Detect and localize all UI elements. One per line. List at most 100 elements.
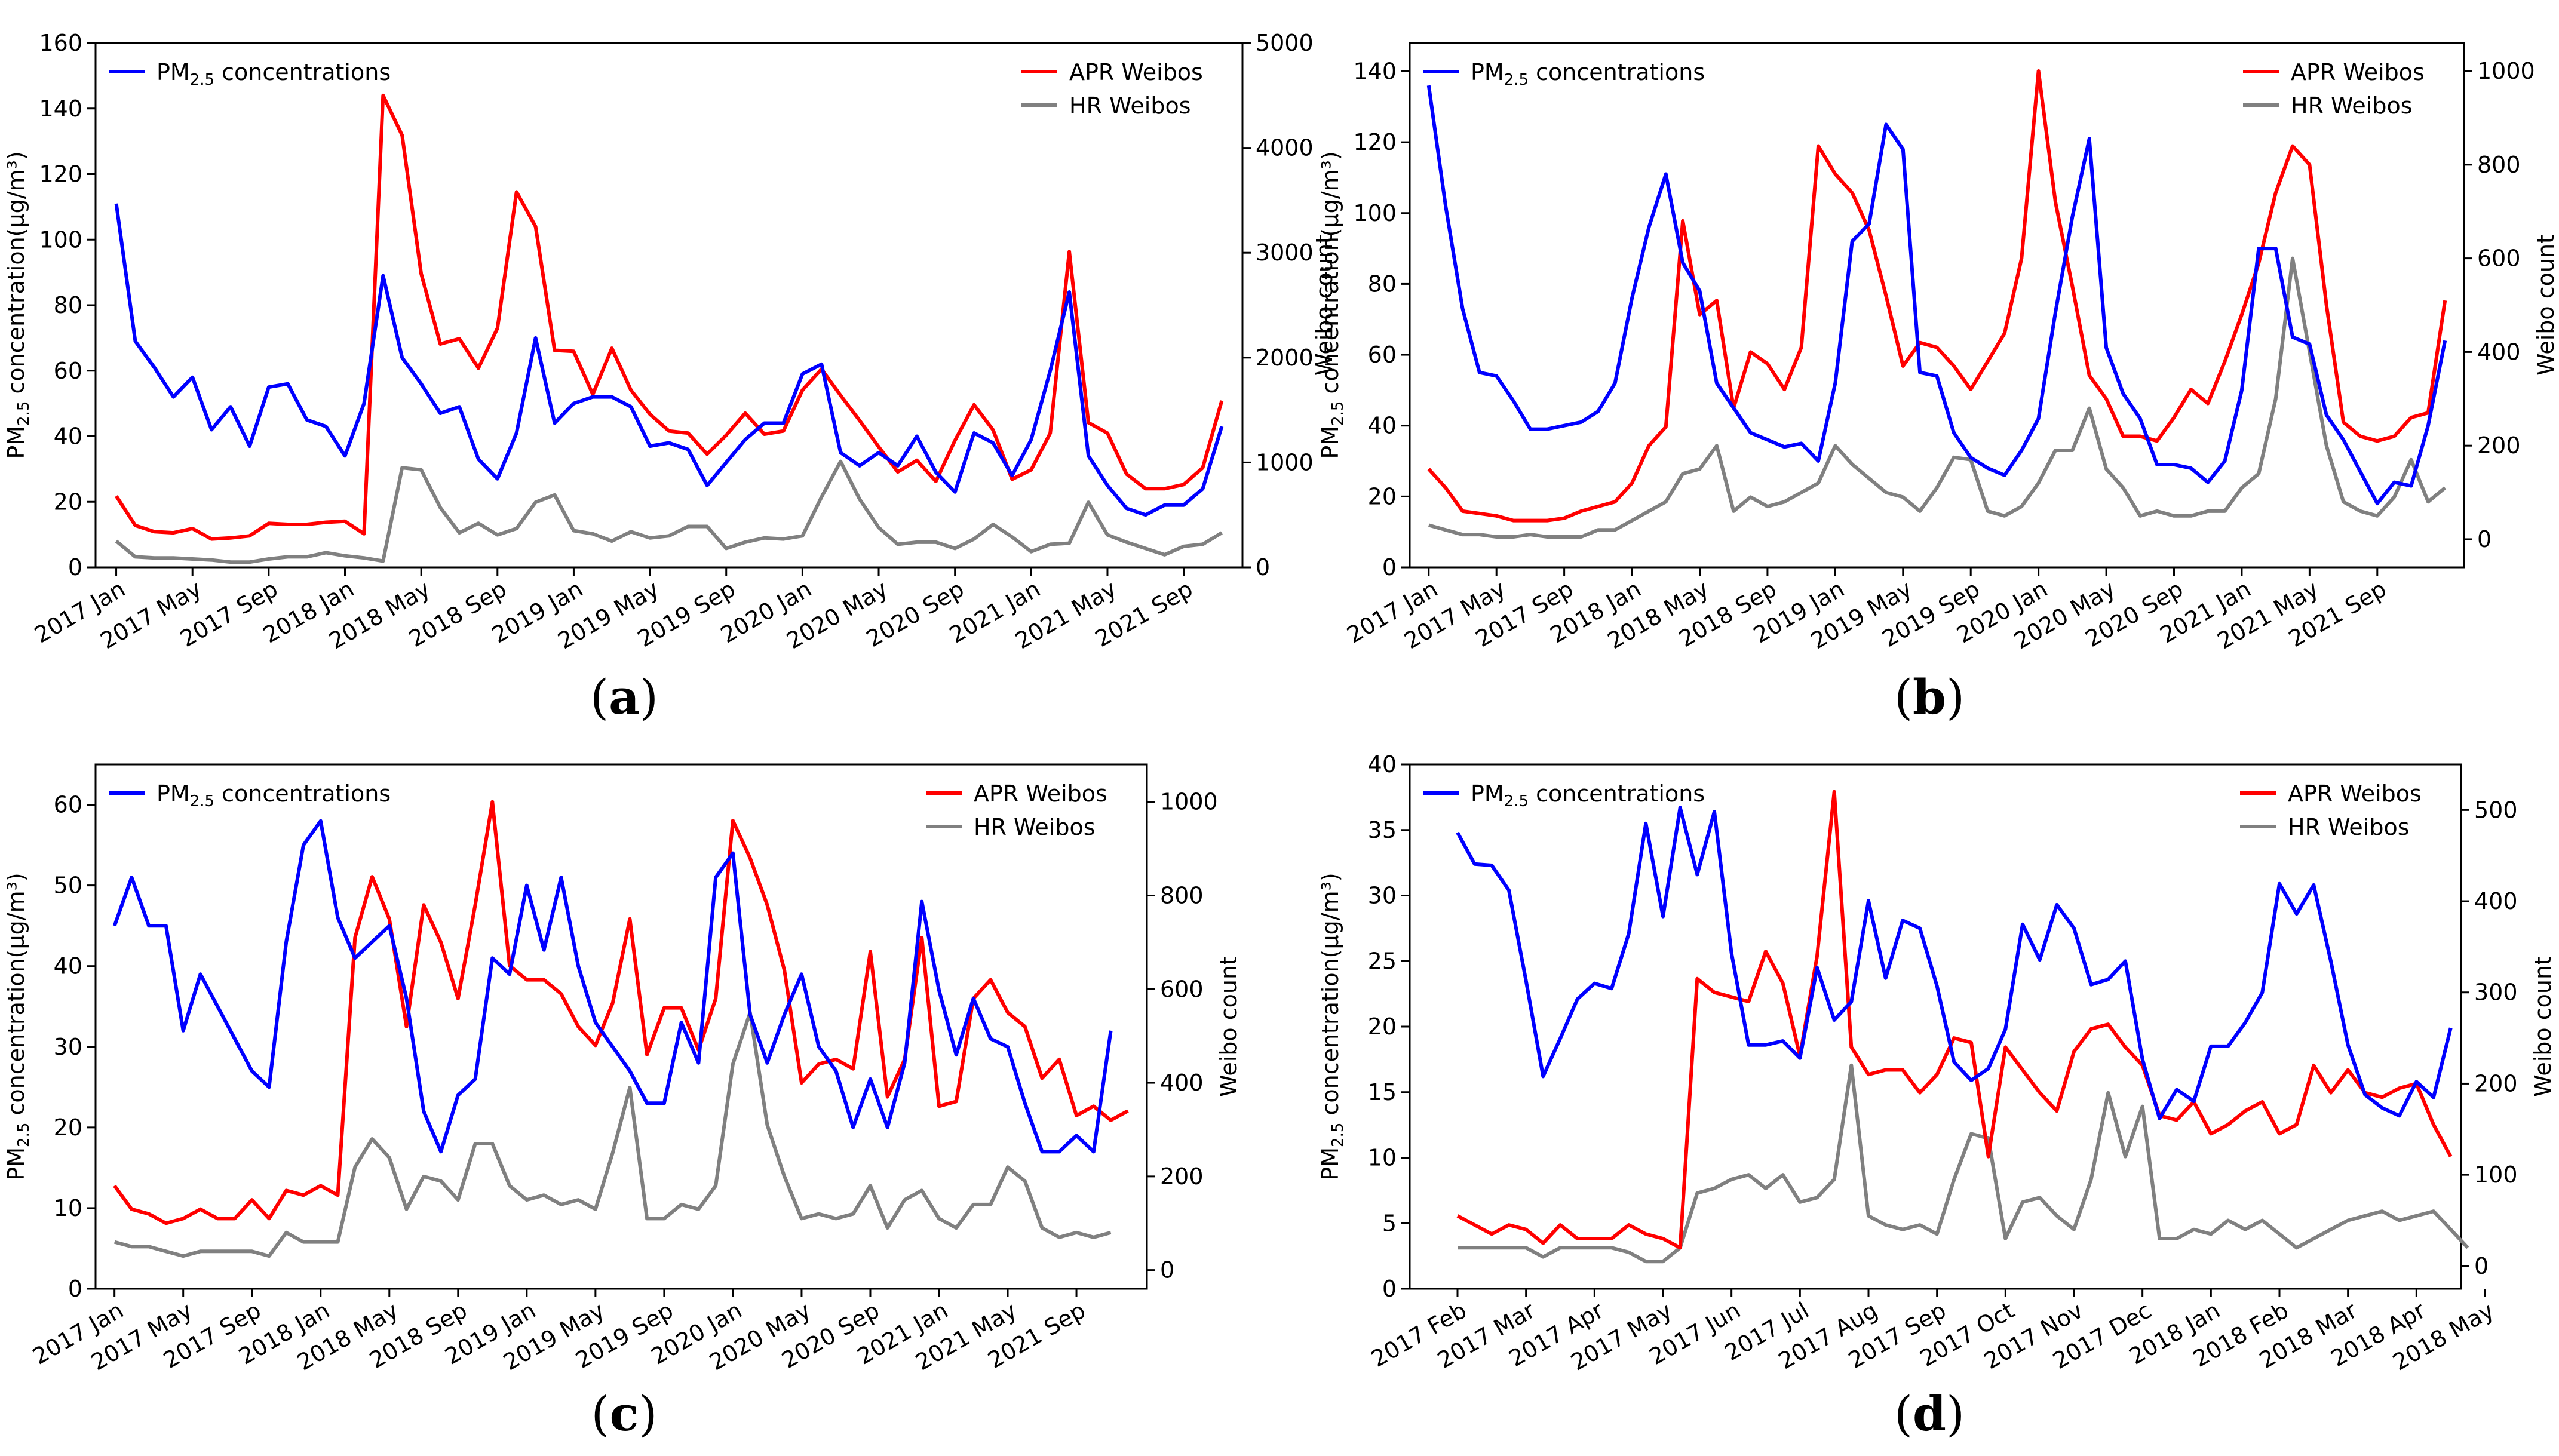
y-left-tick-label: 30 <box>54 1034 82 1060</box>
y-left-tick-label: 120 <box>39 161 82 188</box>
legend-label-pm25: PM2.5 concentrations <box>1471 781 1705 810</box>
legend-label-apr: APR Weibos <box>1069 59 1203 85</box>
y-left-tick-label: 50 <box>54 873 82 899</box>
legend-label-hr: HR Weibos <box>1069 93 1191 119</box>
y-left-tick-label: 40 <box>54 953 82 979</box>
y-left-tick-label: 0 <box>68 1276 82 1302</box>
series-line-pm25 <box>114 203 1224 517</box>
series-line-hr <box>1458 1063 2469 1264</box>
y-right-tick-label: 500 <box>2474 797 2518 823</box>
y-right-tick-label: 1000 <box>2477 58 2535 84</box>
chart-a: 0 20 40 60 80 100 120 140 160 0 1000 2000 3000 4000 50… <box>3 30 1337 654</box>
plot-frame <box>94 763 1148 1290</box>
caption-a: (a) <box>590 669 659 725</box>
y-right-tick-label: 300 <box>2474 979 2518 1006</box>
y-right-tick-label: 0 <box>1256 554 1270 580</box>
y-left-tick-label: 25 <box>1368 948 1397 974</box>
series-line-pm25 <box>112 819 1113 1154</box>
caption-b: (b) <box>1894 669 1965 725</box>
y-right-tick-label: 200 <box>2474 1070 2518 1096</box>
y-right-tick-label: 0 <box>1160 1257 1174 1283</box>
y-right-tick-label: 1000 <box>1160 789 1218 815</box>
y-right-tick-label: 0 <box>2477 526 2492 552</box>
legend-label-apr: APR Weibos <box>974 781 1107 807</box>
plot-frame <box>1409 42 2465 569</box>
y-left-tick-label: 0 <box>1382 554 1397 580</box>
y-left-tick-label: 120 <box>1353 129 1397 155</box>
y-left-tick-label: 160 <box>39 30 82 56</box>
series-line-apr <box>113 800 1129 1225</box>
legend-label-pm25: PM2.5 concentrations <box>1471 59 1705 89</box>
y-right-tick-label: 600 <box>2477 245 2521 272</box>
caption-d: (d) <box>1894 1386 1965 1442</box>
y-left-tick-label: 0 <box>68 554 82 580</box>
series-line-pm25 <box>1426 85 2447 506</box>
y-left-tick-label: 10 <box>1368 1145 1397 1171</box>
y-left-tick-label: 100 <box>1353 200 1397 226</box>
y-axis-label-left: PM2.5 concentration(µg/m³) <box>1317 151 1347 459</box>
legend-label-pm25: PM2.5 concentrations <box>157 781 391 810</box>
y-left-tick-label: 140 <box>39 96 82 122</box>
caption-c: (c) <box>591 1386 658 1442</box>
y-axis-label-right: Weibo count <box>2530 956 2556 1097</box>
y-axis-label-left: PM2.5 concentration(µg/m³) <box>3 151 33 459</box>
y-left-tick-label: 60 <box>54 358 82 384</box>
y-left-tick-label: 80 <box>54 292 82 318</box>
y-axis-label-right: Weibo count <box>1216 956 1242 1097</box>
y-axis-label-left: PM2.5 concentration(µg/m³) <box>1317 873 1347 1180</box>
series-line-apr <box>1427 69 2447 523</box>
legend-label-hr: HR Weibos <box>974 814 1096 840</box>
y-left-tick-label: 60 <box>54 792 82 818</box>
plot-frame <box>1409 763 2462 1290</box>
series-line-hr <box>113 1010 1112 1258</box>
y-left-tick-label: 5 <box>1382 1210 1397 1236</box>
y-left-tick-label: 80 <box>1368 271 1397 297</box>
y-left-tick-label: 20 <box>1368 483 1397 509</box>
y-right-tick-label: 0 <box>2474 1253 2489 1279</box>
y-right-tick-label: 200 <box>2477 432 2521 459</box>
y-axis-label-right: Weibo count <box>1311 235 1337 376</box>
y-right-tick-label: 400 <box>2477 339 2521 365</box>
series-line-apr <box>1456 790 2453 1250</box>
y-right-tick-label: 100 <box>2474 1162 2518 1188</box>
y-right-tick-label: 400 <box>2474 888 2518 914</box>
y-axis-label-right: Weibo count <box>2533 235 2559 376</box>
y-right-tick-label: 600 <box>1160 976 1204 1002</box>
y-left-tick-label: 20 <box>54 1114 82 1141</box>
y-right-tick-label: 800 <box>1160 883 1204 909</box>
series-line-hr <box>1428 256 2447 539</box>
y-left-tick-label: 20 <box>1368 1013 1397 1040</box>
y-right-tick-label: 800 <box>2477 152 2521 178</box>
y-left-tick-label: 10 <box>54 1195 82 1221</box>
series-line-apr <box>115 93 1224 541</box>
legend-label-apr: APR Weibos <box>2288 781 2422 807</box>
y-left-tick-label: 30 <box>1368 883 1397 909</box>
legend-label-pm25: PM2.5 concentrations <box>157 59 391 89</box>
y-left-tick-label: 100 <box>39 226 82 253</box>
y-left-tick-label: 40 <box>54 423 82 450</box>
y-right-tick-label: 3000 <box>1256 239 1314 266</box>
legend-label-hr: HR Weibos <box>2291 93 2413 119</box>
y-left-tick-label: 40 <box>1368 751 1397 778</box>
chart-b: 020406080100120140020040060080010002017 … <box>1317 42 2559 654</box>
y-left-tick-label: 35 <box>1368 817 1397 843</box>
y-right-tick-label: 2000 <box>1256 345 1314 371</box>
y-left-tick-label: 0 <box>1382 1276 1397 1302</box>
y-axis-label-left: PM2.5 concentration(µg/m³) <box>3 873 33 1180</box>
y-left-tick-label: 20 <box>54 489 82 515</box>
series-line-pm25 <box>1456 806 2453 1120</box>
y-right-tick-label: 400 <box>1160 1070 1204 1096</box>
legend-label-hr: HR Weibos <box>2288 814 2410 840</box>
y-left-tick-label: 140 <box>1353 58 1397 84</box>
y-left-tick-label: 15 <box>1368 1079 1397 1105</box>
y-left-tick-label: 40 <box>1368 413 1397 439</box>
legend-label-apr: APR Weibos <box>2291 59 2425 85</box>
y-right-tick-label: 200 <box>1160 1163 1204 1190</box>
y-right-tick-label: 5000 <box>1256 30 1314 56</box>
series-line-hr <box>115 459 1223 564</box>
y-left-tick-label: 60 <box>1368 342 1397 368</box>
